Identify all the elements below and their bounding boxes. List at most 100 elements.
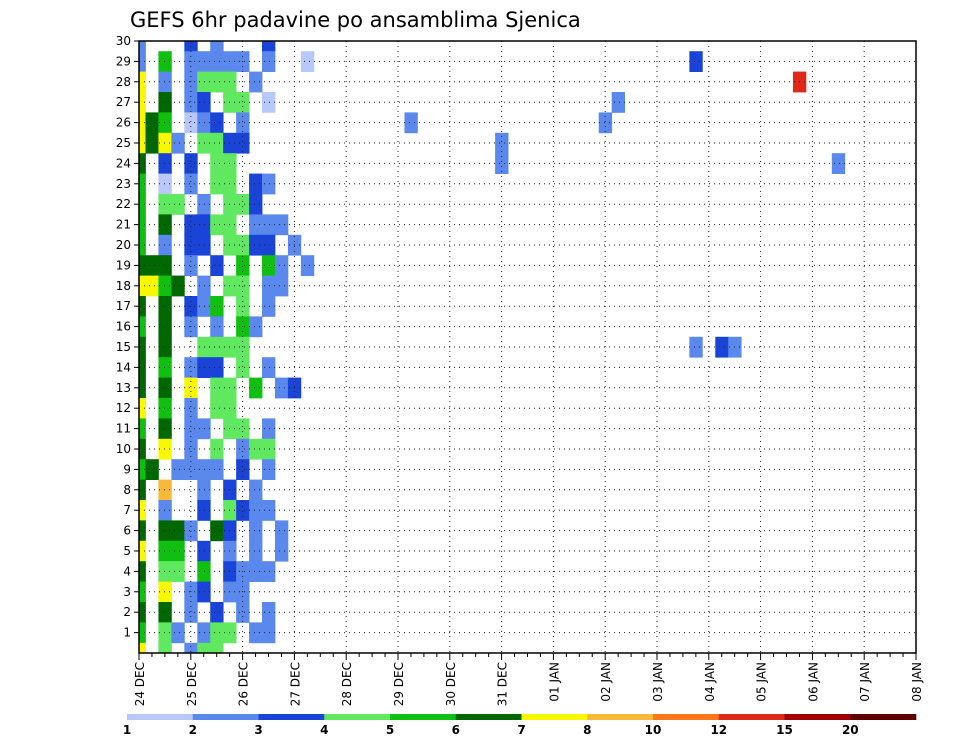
heatmap-cell bbox=[249, 173, 263, 195]
heatmap-cell bbox=[158, 173, 172, 195]
heatmap-cell bbox=[210, 153, 224, 174]
heatmap-cell bbox=[158, 112, 172, 134]
heatmap-cell bbox=[139, 214, 146, 236]
heatmap-cell bbox=[404, 112, 418, 134]
heatmap-cell bbox=[158, 479, 172, 501]
heatmap-cell bbox=[158, 561, 172, 582]
y-tick-label: 23 bbox=[116, 177, 131, 191]
y-tick-label: 11 bbox=[116, 422, 131, 436]
heatmap-cell bbox=[158, 398, 172, 419]
heatmap-cell bbox=[139, 153, 146, 174]
heatmap-cell bbox=[184, 418, 198, 440]
heatmap-cell bbox=[262, 296, 276, 317]
heatmap-cell bbox=[158, 540, 172, 562]
y-tick-label: 9 bbox=[123, 462, 131, 476]
heatmap-cell bbox=[139, 275, 146, 297]
heatmap-cell bbox=[184, 357, 198, 378]
heatmap-cell bbox=[171, 540, 185, 562]
heatmap-cell bbox=[274, 255, 289, 276]
heatmap-cell bbox=[158, 500, 172, 521]
y-tick-label: 4 bbox=[123, 564, 131, 578]
heatmap-cell bbox=[210, 112, 224, 134]
colorbar-swatch bbox=[653, 714, 720, 720]
heatmap-cell bbox=[262, 500, 276, 521]
heatmap-cell bbox=[249, 540, 263, 562]
heatmap-cell bbox=[236, 336, 250, 358]
heatmap-cell bbox=[210, 398, 224, 419]
heatmap-cell bbox=[262, 459, 276, 480]
heatmap-cell bbox=[158, 602, 172, 623]
heatmap-cell bbox=[158, 71, 172, 93]
heatmap-cell bbox=[262, 51, 276, 72]
x-tick-label: 31 DEC bbox=[496, 662, 510, 706]
colorbar-swatch bbox=[192, 714, 259, 720]
y-tick-label: 28 bbox=[116, 75, 131, 89]
heatmap-cell bbox=[171, 622, 185, 644]
heatmap-cell bbox=[262, 275, 276, 297]
colorbar-label: 3 bbox=[254, 723, 262, 737]
heatmap-cell bbox=[139, 500, 146, 521]
heatmap-cell bbox=[274, 214, 289, 236]
heatmap-cell bbox=[197, 234, 211, 256]
heatmap-cell bbox=[236, 92, 250, 113]
heatmap-cell bbox=[197, 132, 211, 154]
heatmap-cell bbox=[236, 602, 250, 623]
heatmap-cell bbox=[158, 438, 172, 460]
y-tick-label: 29 bbox=[116, 54, 131, 68]
colorbar-swatch bbox=[587, 714, 654, 720]
heatmap-cell bbox=[262, 357, 276, 378]
heatmap-cell bbox=[197, 296, 211, 317]
heatmap-cell bbox=[210, 520, 224, 542]
heatmap-cell bbox=[158, 153, 172, 174]
heatmap-cell bbox=[197, 112, 211, 134]
heatmap-cell bbox=[249, 622, 263, 644]
heatmap-cell bbox=[236, 255, 250, 276]
heatmap-cell bbox=[249, 377, 263, 399]
heatmap-cell bbox=[611, 92, 626, 113]
heatmap-cell bbox=[139, 41, 146, 52]
x-tick-label: 04 JAN bbox=[703, 662, 717, 702]
y-axis: 1234567891011121314151617181920212223242… bbox=[116, 34, 139, 640]
heatmap-cell bbox=[262, 173, 276, 195]
heatmap-cell bbox=[262, 41, 276, 52]
heatmap-cell bbox=[184, 398, 198, 419]
x-tick-label: 25 DEC bbox=[185, 662, 199, 706]
grid-lines bbox=[139, 41, 916, 653]
x-tick-label: 01 JAN bbox=[547, 662, 561, 702]
heatmap-cell bbox=[158, 642, 172, 654]
heatmap-cell bbox=[197, 642, 211, 654]
heatmap-cell bbox=[210, 51, 224, 72]
heatmap-cell bbox=[262, 214, 276, 236]
heatmap-cell bbox=[249, 500, 263, 521]
y-tick-label: 15 bbox=[116, 340, 131, 354]
heatmap-cell bbox=[197, 71, 211, 93]
heatmap-cell bbox=[262, 255, 276, 276]
colorbar: 1 2 3 4 5 6 7 8 10 12 15 20 bbox=[123, 714, 917, 737]
colorbar-swatch bbox=[127, 714, 194, 720]
colorbar-swatch bbox=[718, 714, 785, 720]
heatmap-cell bbox=[139, 520, 146, 542]
x-tick-label: 05 JAN bbox=[755, 662, 769, 702]
heatmap-cell bbox=[249, 520, 263, 542]
heatmap-cell bbox=[139, 357, 146, 378]
heatmap-cell bbox=[210, 622, 224, 644]
heatmap-cell bbox=[197, 540, 211, 562]
heatmap-cell bbox=[184, 173, 198, 195]
heatmap-cell bbox=[236, 357, 250, 378]
heatmap-cell bbox=[139, 561, 146, 582]
y-tick-label: 7 bbox=[123, 503, 131, 517]
heatmap-cell bbox=[249, 561, 263, 582]
heatmap-cell bbox=[210, 296, 224, 317]
heatmap-cell bbox=[139, 398, 146, 419]
heatmap-cell bbox=[158, 581, 172, 603]
heatmap-cell bbox=[158, 234, 172, 256]
heatmap-cell bbox=[171, 520, 185, 542]
heatmap-cell bbox=[139, 581, 146, 603]
heatmap-cell bbox=[184, 234, 198, 256]
heatmap-cell bbox=[171, 194, 185, 215]
heatmap-cell bbox=[184, 214, 198, 236]
heatmap-cell bbox=[184, 153, 198, 174]
heatmap-cell bbox=[236, 418, 250, 440]
heatmap-cell bbox=[158, 622, 172, 644]
heatmap-cell bbox=[158, 316, 172, 338]
